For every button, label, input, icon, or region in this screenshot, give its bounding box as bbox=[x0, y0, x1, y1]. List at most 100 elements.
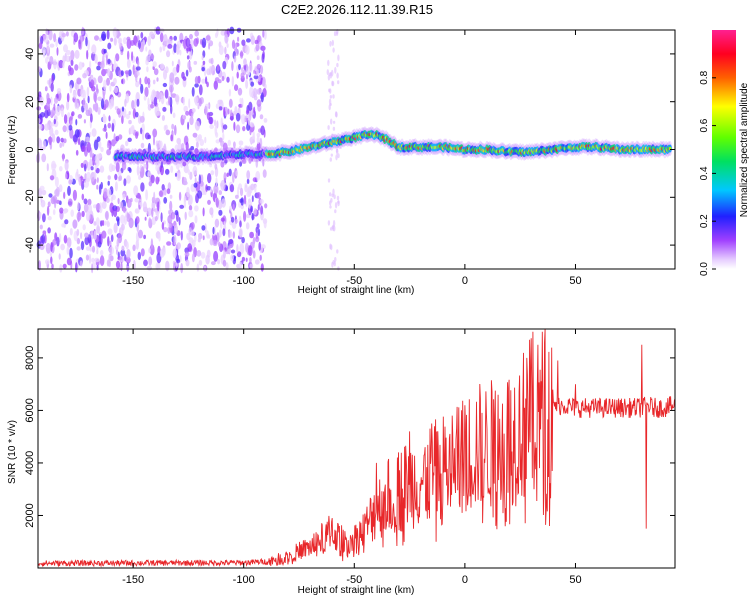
noise-cell bbox=[231, 76, 234, 87]
noise-cell bbox=[148, 217, 151, 226]
noise-cell bbox=[237, 36, 240, 42]
noise-cell bbox=[39, 112, 46, 118]
noise-cell bbox=[115, 135, 120, 142]
noise-cell bbox=[134, 208, 138, 214]
noise-cell bbox=[42, 230, 47, 235]
noise-cell bbox=[93, 230, 97, 241]
noise-cell bbox=[76, 102, 80, 110]
noise-cell bbox=[140, 142, 145, 149]
noise-cell bbox=[179, 49, 182, 56]
noise-cell bbox=[56, 136, 61, 144]
noise-cell bbox=[249, 257, 252, 264]
noise-cell bbox=[62, 125, 67, 133]
noise-cell bbox=[105, 210, 109, 221]
noise-cell bbox=[188, 205, 193, 211]
noise-cell bbox=[53, 118, 56, 125]
noise-cell bbox=[138, 229, 143, 239]
noise-cell bbox=[39, 224, 43, 230]
noise-cell bbox=[196, 141, 199, 149]
noise-cell bbox=[220, 217, 225, 222]
noise-cell bbox=[223, 249, 226, 259]
noise-cell bbox=[216, 64, 220, 71]
noise-cell bbox=[165, 129, 171, 136]
noise-cell bbox=[184, 211, 187, 221]
noise-cell bbox=[96, 249, 99, 255]
noise-cell bbox=[173, 234, 177, 246]
noise-cell bbox=[210, 170, 215, 176]
noise-cell bbox=[94, 154, 100, 165]
noise-cell bbox=[47, 136, 53, 144]
noise-cell bbox=[76, 211, 82, 221]
noise-cell bbox=[329, 227, 333, 231]
noise-cell bbox=[47, 43, 50, 54]
noise-cell bbox=[252, 130, 255, 140]
noise-cell bbox=[193, 96, 199, 104]
noise-cell bbox=[62, 153, 65, 162]
noise-cell bbox=[174, 172, 178, 177]
noise-cell bbox=[76, 246, 81, 251]
noise-cell bbox=[85, 246, 91, 251]
chart-title: C2E2.2026.112.11.39.R15 bbox=[281, 2, 433, 17]
noise-cell bbox=[54, 232, 58, 242]
noise-cell bbox=[113, 37, 117, 46]
spectrogram-ylabel: Frequency (Hz) bbox=[7, 116, 18, 185]
noise-cell bbox=[80, 232, 83, 240]
spectrogram-noise bbox=[36, 26, 340, 274]
noise-cell bbox=[197, 190, 203, 199]
noise-cell bbox=[185, 141, 189, 152]
noise-cell bbox=[151, 216, 156, 225]
noise-cell bbox=[209, 238, 214, 246]
noise-cell bbox=[110, 234, 114, 242]
noise-cell bbox=[132, 64, 135, 75]
noise-cell bbox=[194, 177, 197, 185]
noise-cell bbox=[53, 59, 57, 70]
noise-cell bbox=[78, 61, 83, 70]
noise-cell bbox=[250, 205, 254, 213]
noise-cell bbox=[106, 149, 111, 156]
noise-cell bbox=[245, 257, 248, 262]
noise-cell bbox=[160, 63, 165, 70]
noise-cell bbox=[227, 248, 231, 253]
noise-cell bbox=[170, 104, 173, 115]
noise-cell bbox=[120, 70, 124, 77]
noise-cell bbox=[222, 124, 228, 130]
noise-cell bbox=[145, 160, 149, 171]
noise-cell bbox=[187, 200, 191, 206]
noise-cell bbox=[229, 205, 233, 211]
noise-cell bbox=[143, 163, 147, 169]
noise-cell bbox=[51, 133, 56, 143]
noise-cell bbox=[327, 178, 331, 183]
noise-cell bbox=[194, 83, 199, 88]
noise-cell bbox=[162, 82, 168, 88]
noise-cell bbox=[160, 212, 163, 223]
noise-cell bbox=[98, 140, 102, 149]
noise-cell bbox=[200, 174, 204, 184]
noise-cell bbox=[113, 222, 118, 234]
noise-cell bbox=[248, 101, 253, 112]
noise-cell bbox=[186, 55, 190, 60]
noise-cell bbox=[227, 229, 233, 238]
noise-cell bbox=[56, 236, 60, 247]
noise-cell bbox=[240, 204, 244, 210]
noise-cell bbox=[170, 134, 173, 142]
noise-cell bbox=[225, 262, 229, 271]
noise-cell bbox=[170, 86, 173, 97]
noise-cell bbox=[132, 108, 136, 119]
noise-cell bbox=[198, 259, 203, 266]
noise-cell bbox=[56, 47, 59, 56]
noise-cell bbox=[100, 146, 104, 153]
noise-cell bbox=[90, 166, 94, 171]
noise-cell bbox=[91, 245, 96, 253]
noise-cell bbox=[141, 129, 145, 141]
noise-cell bbox=[223, 221, 226, 230]
noise-cell bbox=[174, 210, 179, 216]
noise-cell bbox=[335, 154, 338, 161]
noise-cell bbox=[51, 160, 56, 172]
noise-cell bbox=[210, 57, 214, 65]
noise-cell bbox=[111, 164, 116, 172]
noise-cell bbox=[171, 60, 174, 67]
noise-cell bbox=[131, 100, 135, 110]
noise-cell bbox=[154, 215, 158, 222]
noise-cell bbox=[36, 106, 42, 111]
noise-cell bbox=[241, 67, 244, 73]
